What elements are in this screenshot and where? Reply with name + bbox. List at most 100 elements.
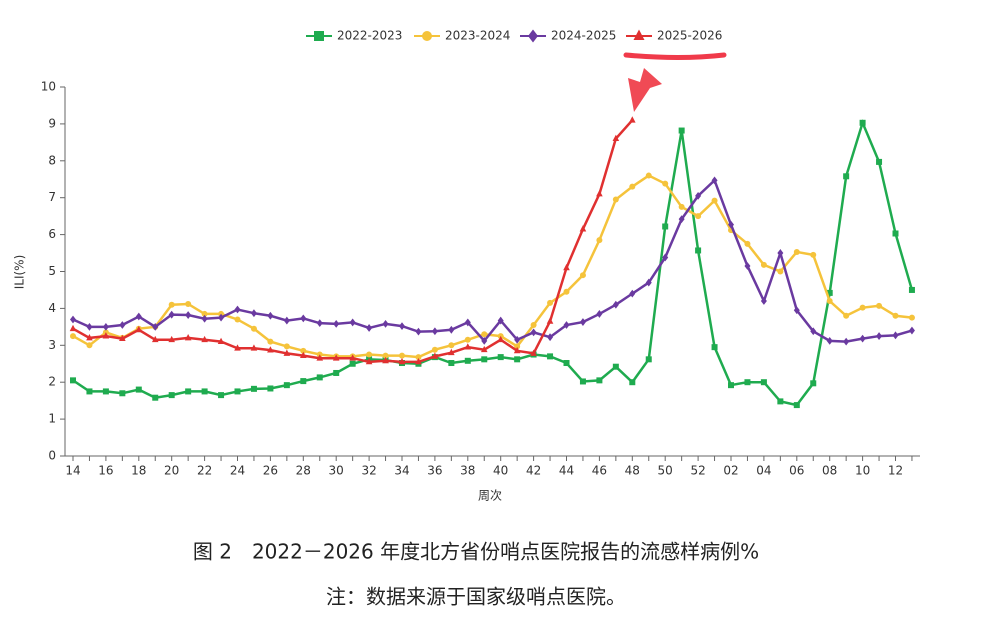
data-point: [843, 173, 850, 180]
y-tick-label: 6: [48, 227, 56, 241]
data-point: [399, 352, 405, 359]
x-tick-label: 48: [625, 464, 640, 478]
data-point: [678, 203, 685, 210]
data-point: [777, 398, 784, 405]
data-point: [70, 377, 76, 384]
legend-label: 2025-2026: [657, 29, 722, 43]
data-point: [431, 352, 439, 359]
data-point: [267, 346, 274, 353]
data-point: [300, 347, 307, 354]
data-point: [366, 351, 373, 358]
caption: 图 2 2022－2026 年度北方省份哨点医院报告的流感样病例%: [193, 540, 759, 564]
data-point: [102, 322, 109, 331]
data-point: [217, 337, 225, 345]
y-tick-label: 4: [48, 301, 56, 315]
data-point: [530, 328, 537, 337]
data-point: [300, 314, 307, 323]
series-line: [72, 174, 913, 359]
data-point: [514, 335, 521, 344]
x-tick-label: 18: [131, 464, 146, 478]
data-point: [514, 356, 521, 363]
legend-marker: [633, 29, 645, 40]
data-point: [86, 342, 93, 349]
data-point: [711, 344, 718, 351]
data-point: [645, 356, 652, 363]
data-point: [119, 390, 126, 397]
data-point: [744, 262, 751, 270]
data-point: [464, 318, 471, 327]
data-point: [399, 322, 405, 331]
data-point: [859, 334, 866, 343]
x-tick-label: 16: [98, 464, 113, 478]
data-point: [563, 360, 570, 367]
x-tick-label: 44: [559, 464, 574, 478]
x-tick-label: 46: [592, 464, 607, 478]
data-point: [300, 351, 307, 359]
data-point: [415, 327, 422, 336]
data-point: [102, 388, 109, 395]
data-point: [629, 379, 636, 386]
data-point: [579, 272, 586, 279]
x-tick-label: 24: [230, 464, 245, 478]
data-point: [793, 306, 800, 315]
data-point: [398, 358, 406, 365]
data-point: [612, 363, 619, 370]
data-point: [859, 304, 866, 311]
data-point: [612, 134, 620, 142]
legend-marker: [528, 29, 538, 43]
x-tick-label: 38: [460, 464, 475, 478]
x-tick-label: 20: [164, 464, 179, 478]
data-point: [201, 335, 208, 343]
data-point: [728, 382, 734, 389]
data-point: [481, 336, 488, 345]
data-point: [695, 213, 702, 220]
legend-label: 2022-2023: [337, 29, 402, 43]
data-point: [300, 378, 307, 385]
x-tick-label: 08: [822, 464, 837, 478]
data-point: [563, 321, 570, 329]
data-point: [596, 377, 603, 384]
data-point: [333, 319, 340, 328]
x-tick-label: 02: [723, 464, 738, 478]
data-point: [349, 354, 356, 361]
data-point: [184, 334, 192, 341]
data-point: [69, 324, 77, 332]
data-point: [810, 327, 817, 336]
data-point: [744, 379, 751, 386]
y-tick-label: 1: [48, 412, 56, 426]
data-point: [843, 337, 850, 346]
x-tick-label: 34: [394, 464, 409, 478]
data-point: [876, 302, 883, 309]
data-point: [102, 332, 110, 339]
data-point: [119, 321, 126, 329]
x-tick-label: 10: [855, 464, 870, 478]
x-tick-label: 52: [690, 464, 705, 478]
data-point: [250, 325, 257, 332]
data-point: [629, 289, 636, 298]
data-point: [662, 180, 669, 187]
data-point: [547, 353, 554, 360]
data-point: [283, 349, 291, 356]
data-point: [234, 316, 241, 323]
data-point: [662, 253, 669, 262]
data-point: [579, 378, 586, 385]
data-point: [481, 356, 488, 363]
data-point: [316, 374, 323, 381]
data-point: [316, 319, 323, 328]
data-point: [135, 312, 142, 321]
y-tick-label: 2: [48, 375, 56, 389]
data-point: [332, 354, 340, 361]
data-point: [415, 358, 422, 365]
y-tick-label: 10: [41, 80, 56, 94]
data-point: [218, 392, 225, 399]
data-point: [119, 334, 126, 342]
data-point: [415, 354, 422, 361]
data-point: [760, 379, 767, 386]
data-point: [464, 357, 471, 364]
data-point: [711, 197, 718, 204]
data-point: [267, 338, 274, 345]
x-tick-label: 40: [493, 464, 508, 478]
data-point: [711, 176, 718, 185]
y-tick-label: 7: [48, 190, 56, 204]
highlight-underline: [623, 52, 727, 60]
